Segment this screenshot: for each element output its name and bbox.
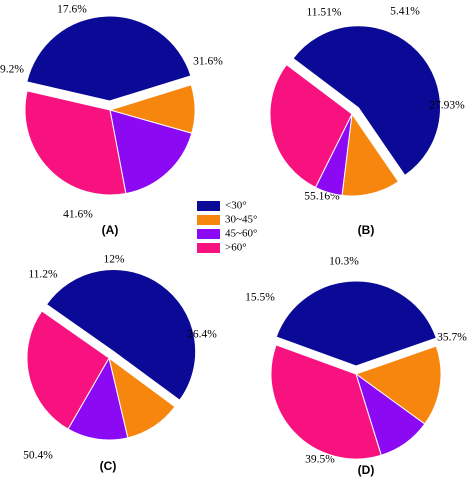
pie-slice bbox=[275, 280, 437, 367]
slice-percent-label: 10.3% bbox=[329, 256, 359, 268]
slice-percent-label: 27.93% bbox=[429, 100, 465, 112]
pie-slice bbox=[45, 269, 197, 401]
legend-swatch bbox=[197, 243, 220, 253]
pie-slice bbox=[109, 109, 193, 195]
pie-slice bbox=[26, 15, 192, 102]
legend-label: 30~45° bbox=[225, 214, 257, 226]
pie-panel-a: 41.6% 9.2% 17.6% 31.6% (A) bbox=[0, 4, 223, 238]
panel-label: (D) bbox=[358, 463, 375, 477]
slice-percent-label: 35.7% bbox=[437, 332, 467, 344]
pie-slice bbox=[292, 25, 441, 177]
legend-label: <30° bbox=[225, 200, 247, 212]
legend-label: 45~60° bbox=[225, 228, 257, 240]
slice-percent-label: 17.6% bbox=[57, 4, 87, 16]
pie-slice bbox=[67, 356, 129, 441]
pie-slice bbox=[269, 63, 353, 189]
panel-label: (A) bbox=[102, 223, 119, 237]
slice-percent-label: 11.2% bbox=[28, 269, 58, 281]
slice-percent-label: 11.51% bbox=[306, 7, 341, 19]
legend-label: >60° bbox=[225, 242, 247, 254]
panel-label: (C) bbox=[100, 459, 117, 473]
legend-swatch bbox=[197, 229, 220, 239]
pie-panel-d: 39.5% 15.5% 10.3% 35.7% (D) bbox=[245, 256, 467, 478]
slice-percent-label: 41.6% bbox=[63, 209, 93, 221]
legend-swatch bbox=[197, 215, 220, 225]
legend-swatch bbox=[197, 201, 220, 211]
slice-percent-label: 9.2% bbox=[0, 64, 24, 76]
slice-percent-label: 50.4% bbox=[23, 450, 53, 462]
slice-percent-label: 5.41% bbox=[390, 6, 420, 18]
pie-slice bbox=[24, 90, 127, 196]
chart-legend: <30° 30~45° 45~60° >60° bbox=[197, 200, 257, 254]
slice-percent-label: 26.4% bbox=[187, 329, 217, 341]
pie-slice bbox=[354, 345, 442, 425]
slice-percent-label: 31.6% bbox=[193, 56, 223, 68]
panel-label: (B) bbox=[358, 223, 375, 237]
pie-slice bbox=[270, 344, 382, 460]
pie-panel-b: 55.16%11.51% 5.41%27.93%(B) bbox=[269, 6, 465, 237]
slice-percent-label: 39.5% bbox=[305, 454, 335, 466]
pie-panel-c: 50.4% 11.2% 12% 26.4% (C) bbox=[23, 254, 217, 474]
slice-percent-label: 12% bbox=[103, 254, 125, 266]
pie-slice bbox=[26, 310, 110, 430]
slice-percent-label: 15.5% bbox=[245, 292, 275, 304]
